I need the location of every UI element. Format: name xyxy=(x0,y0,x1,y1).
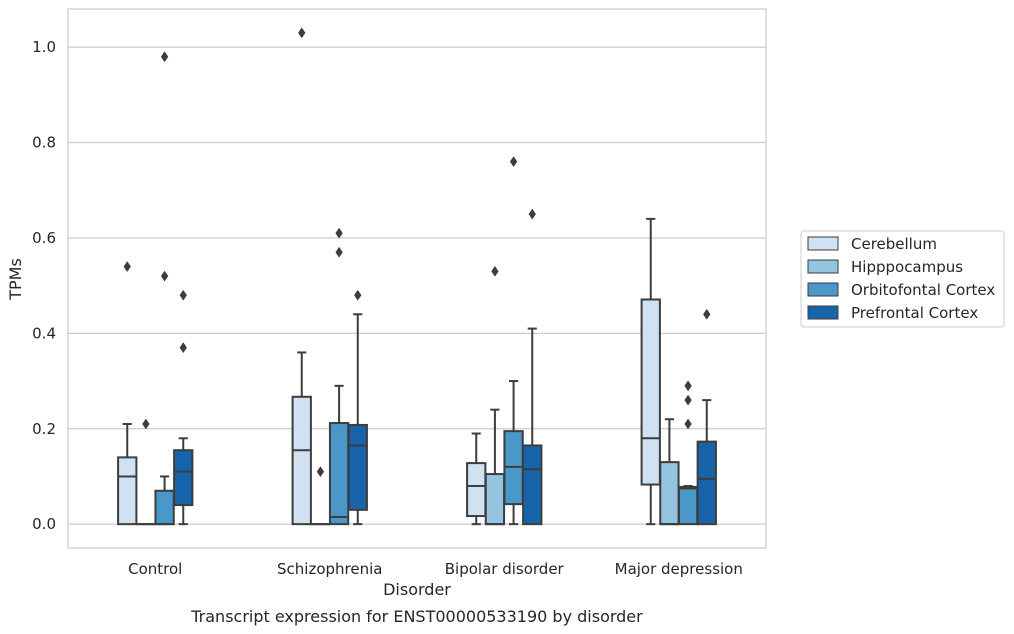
x-tick-label: Schizophrenia xyxy=(277,560,382,578)
box xyxy=(677,485,699,526)
outlier-point xyxy=(142,418,150,430)
outlier-point xyxy=(509,156,518,168)
box-group xyxy=(484,265,506,526)
legend-label: Orbitofontal Cortex xyxy=(851,281,995,299)
x-tick-label: Bipolar disorder xyxy=(445,560,565,578)
y-tick-label: 0.2 xyxy=(32,420,56,438)
box xyxy=(466,462,487,518)
box-group xyxy=(522,208,543,526)
box xyxy=(347,423,368,511)
box-group xyxy=(347,289,368,526)
box xyxy=(328,422,350,526)
x-axis-ticks: Control Schizophrenia Bipolar disorder Majo… xyxy=(128,560,743,578)
outlier-point xyxy=(316,466,325,478)
y-axis-label: TPMs xyxy=(6,258,25,301)
legend-label: Hipppocampus xyxy=(851,258,963,276)
outlier-point xyxy=(160,270,169,282)
box-group xyxy=(696,308,717,526)
y-tick-label: 0.8 xyxy=(32,134,56,152)
outlier-point xyxy=(160,51,169,63)
box-group xyxy=(503,156,524,526)
x-tick-label: Major depression xyxy=(615,560,743,578)
outlier-point xyxy=(179,342,187,354)
legend: Cerebellum Hipppocampus Orbitofontal Corte… xyxy=(800,230,1005,328)
plot-frame xyxy=(67,8,767,549)
box-group xyxy=(640,217,661,526)
legend-label: Prefrontal Cortex xyxy=(851,304,978,322)
box-group xyxy=(117,261,138,526)
y-tick-label: 0.6 xyxy=(32,229,56,247)
outlier-point xyxy=(179,289,187,301)
box-group xyxy=(154,51,175,526)
box-group xyxy=(135,418,157,526)
outlier-point xyxy=(123,261,131,273)
legend-frame xyxy=(800,230,1005,328)
outlier-point xyxy=(703,308,711,320)
box xyxy=(484,473,506,526)
outlier-point xyxy=(491,265,499,277)
y-axis-ticks: 0.0 0.2 0.4 0.6 0.8 1.0 xyxy=(32,38,56,533)
x-axis-label: Disorder xyxy=(383,580,451,599)
legend-swatch xyxy=(807,282,839,297)
y-tick-label: 0.0 xyxy=(32,515,56,533)
outlier-point xyxy=(684,418,692,430)
box xyxy=(659,461,680,526)
outlier-point xyxy=(528,208,536,220)
outlier-point xyxy=(335,246,343,258)
outlier-point xyxy=(684,380,692,392)
legend-label: Cerebellum xyxy=(851,235,937,253)
y-tick-label: 1.0 xyxy=(32,38,56,56)
x-tick-label: Control xyxy=(128,560,182,578)
outlier-point xyxy=(298,27,306,39)
legend-swatch xyxy=(807,305,839,320)
legend-swatch xyxy=(807,236,839,251)
box xyxy=(291,395,312,526)
chart-caption: Transcript expression for ENST0000053319… xyxy=(190,607,643,626)
box-group xyxy=(328,227,350,526)
outlier-point xyxy=(684,394,692,406)
box-group xyxy=(173,289,194,526)
box xyxy=(154,489,175,526)
legend-swatch xyxy=(807,259,839,274)
box xyxy=(117,456,138,526)
box xyxy=(522,444,543,526)
box-group xyxy=(466,432,487,526)
outlier-point xyxy=(354,289,362,301)
y-tick-label: 0.4 xyxy=(32,324,56,342)
outlier-point xyxy=(335,227,343,239)
box-group xyxy=(659,418,680,526)
box-group xyxy=(677,380,699,526)
box-plot-area xyxy=(117,27,717,526)
box-group xyxy=(310,466,331,526)
box xyxy=(173,449,194,507)
box xyxy=(696,440,717,526)
gridlines xyxy=(68,46,766,525)
box xyxy=(640,298,661,486)
box-group xyxy=(291,27,312,526)
